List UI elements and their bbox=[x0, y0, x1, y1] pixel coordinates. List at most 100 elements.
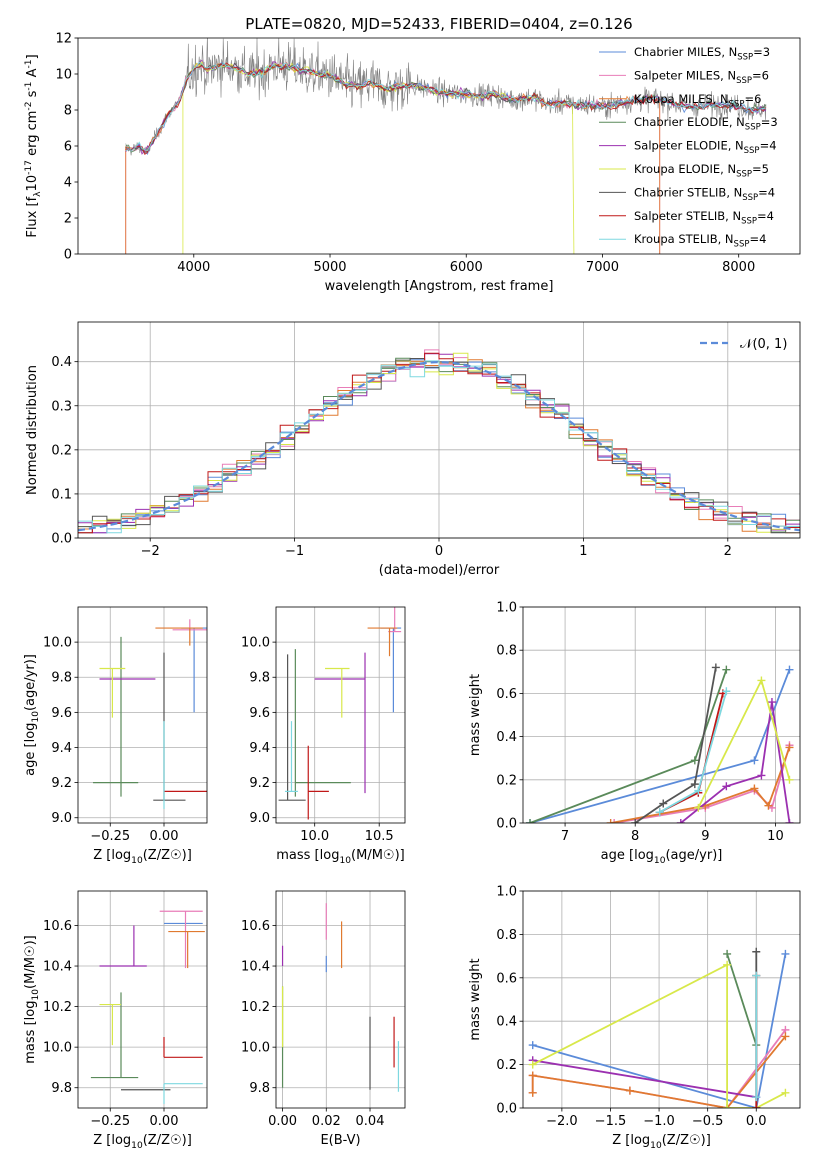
errorbar-salpeter-stelib bbox=[163, 1037, 203, 1058]
y-tick-label: 0.2 bbox=[51, 443, 72, 458]
label-part: -17 bbox=[24, 160, 34, 175]
weight-series-chabrier-stelib bbox=[631, 663, 720, 823]
weight-line bbox=[532, 1059, 757, 1099]
weight-marker bbox=[528, 1088, 537, 1097]
label-part: log bbox=[23, 1001, 38, 1021]
y-axis-label: age [log10​(age/yr)] bbox=[23, 654, 41, 776]
x-tick-label: 10.0 bbox=[300, 829, 329, 844]
weight-marker bbox=[752, 971, 761, 980]
weight-marker bbox=[690, 780, 699, 789]
weight-marker bbox=[528, 1041, 537, 1050]
x-axis-label: Z [log10​(Z/Z☉)] bbox=[93, 1133, 192, 1151]
y-tick-label: 0.0 bbox=[496, 817, 517, 832]
label-part: SSP bbox=[744, 146, 760, 156]
y-tick-label: 9.2 bbox=[249, 776, 270, 791]
label-part: age [ bbox=[23, 742, 38, 775]
label-part: ] bbox=[25, 54, 40, 59]
axes-frame bbox=[77, 890, 208, 1109]
weight-marker bbox=[694, 803, 703, 812]
label-part: SSP bbox=[729, 99, 745, 109]
plot-area bbox=[278, 607, 402, 820]
legend-label: Chabrier MILES, NSSP=3 bbox=[634, 45, 770, 63]
x-tick-label: 0.0 bbox=[746, 1114, 767, 1129]
x-tick-label: −1.0 bbox=[643, 1114, 675, 1129]
label-part: Kroupa STELIB, N bbox=[634, 232, 734, 246]
y-tick-label: 10.6 bbox=[43, 919, 72, 934]
axes-frame bbox=[522, 890, 801, 1109]
legend-label: Chabrier STELIB, NSSP=4 bbox=[634, 185, 775, 203]
label-part: =3 bbox=[753, 45, 770, 59]
label-part: 10 bbox=[654, 856, 666, 866]
weight-marker bbox=[528, 1060, 537, 1069]
weight-marker bbox=[694, 786, 703, 795]
x-tick-label: 6000 bbox=[450, 260, 483, 275]
y-tick-label: 9.2 bbox=[51, 776, 72, 791]
weight-marker bbox=[723, 960, 732, 969]
y-tick-label: 9.8 bbox=[249, 671, 270, 686]
label-part: 10 bbox=[131, 1141, 143, 1151]
y-tick-label: 0.6 bbox=[496, 971, 517, 986]
y-tick-label: 4 bbox=[64, 176, 72, 191]
x-tick-label: 0.00 bbox=[150, 829, 179, 844]
weight-series-salpeter-elodie bbox=[676, 698, 794, 823]
weight-marker bbox=[785, 743, 794, 752]
label-part: SSP bbox=[737, 53, 753, 63]
label-part: erg cm bbox=[25, 111, 40, 160]
y-tick-label: 10 bbox=[55, 68, 72, 83]
weight-series-kroupa-elodie bbox=[694, 676, 794, 812]
y-axis-label: Flux [fλ​10-17​ erg cm-2​ s-1​ A-1​] bbox=[24, 54, 43, 237]
errorbar-chabrier-stelib bbox=[278, 654, 306, 801]
errorbar-chabrier-elodie bbox=[93, 636, 139, 797]
axes-frame bbox=[77, 606, 208, 824]
y-tick-label: 0.2 bbox=[496, 1058, 517, 1073]
label-part: SSP bbox=[742, 193, 758, 203]
label-part: Flux [f bbox=[25, 196, 40, 237]
label-part: age [ bbox=[601, 848, 634, 863]
legend-label: Salpeter MILES, NSSP=6 bbox=[634, 68, 769, 86]
label-part: Salpeter ELODIE, N bbox=[634, 139, 744, 153]
weight-marker bbox=[711, 663, 720, 672]
errorbar-chabrier-miles bbox=[181, 627, 207, 713]
histogram-kroupa-stelib bbox=[78, 360, 800, 534]
residual-panel: −2 −1 0 1 2 0.0 0.1 0.2 0.3 0.4 (data-model)/error… bbox=[25, 321, 801, 578]
label-part: (Z/Z☉)] bbox=[143, 848, 192, 863]
y-axis-label: mass weight bbox=[468, 958, 483, 1040]
weight-marker bbox=[528, 1071, 537, 1080]
y-tick-label: 10.4 bbox=[43, 960, 72, 975]
y-tick-label: 0.1 bbox=[51, 487, 72, 502]
weight-marker bbox=[606, 819, 615, 823]
label-part: Z [ bbox=[93, 848, 111, 863]
legend-label: 𝒩(0, 1) bbox=[740, 337, 787, 352]
x-tick-label: 10.5 bbox=[365, 829, 394, 844]
weight-series-salpeter-miles bbox=[610, 741, 794, 823]
plot-area bbox=[93, 619, 207, 809]
mass-age-panel: 10.0 10.5 9.0 9.2 9.4 9.6 9.8 10.0 mass [log10​(… bbox=[241, 606, 406, 866]
label-part: mass weight bbox=[468, 674, 483, 756]
y-tick-label: 2 bbox=[64, 212, 72, 227]
x-tick-label: 0.02 bbox=[312, 1114, 341, 1129]
weight-marker bbox=[526, 819, 535, 823]
y-tick-label: 9.0 bbox=[51, 811, 72, 826]
label-part: =5 bbox=[752, 162, 769, 176]
label-part: SSP bbox=[734, 240, 750, 250]
label-part: Salpeter MILES, N bbox=[634, 68, 736, 82]
y-tick-label: 9.4 bbox=[249, 741, 270, 756]
x-tick-label: −1 bbox=[285, 544, 304, 559]
x-tick-label: 0.00 bbox=[150, 1114, 179, 1129]
y-tick-label: 0 bbox=[64, 248, 72, 263]
weight-marker bbox=[757, 676, 766, 685]
plot-area bbox=[90, 910, 205, 1104]
plot-area bbox=[281, 903, 400, 1092]
weight-marker bbox=[781, 1088, 790, 1097]
label-part: log bbox=[111, 848, 131, 863]
y-tick-label: 8 bbox=[64, 104, 72, 119]
label-part: Kroupa MILES, N bbox=[634, 92, 729, 106]
legend-label: Kroupa STELIB, NSSP=4 bbox=[634, 232, 766, 250]
y-tick-label: 1.0 bbox=[496, 601, 517, 616]
label-part: Chabrier MILES, N bbox=[634, 45, 737, 59]
weight-series-kroupa-stelib bbox=[752, 971, 761, 1102]
y-tick-label: 9.6 bbox=[249, 706, 270, 721]
legend-label: Kroupa MILES, NSSP=6 bbox=[634, 92, 761, 110]
label-part: (Z/Z☉)] bbox=[662, 1133, 711, 1148]
